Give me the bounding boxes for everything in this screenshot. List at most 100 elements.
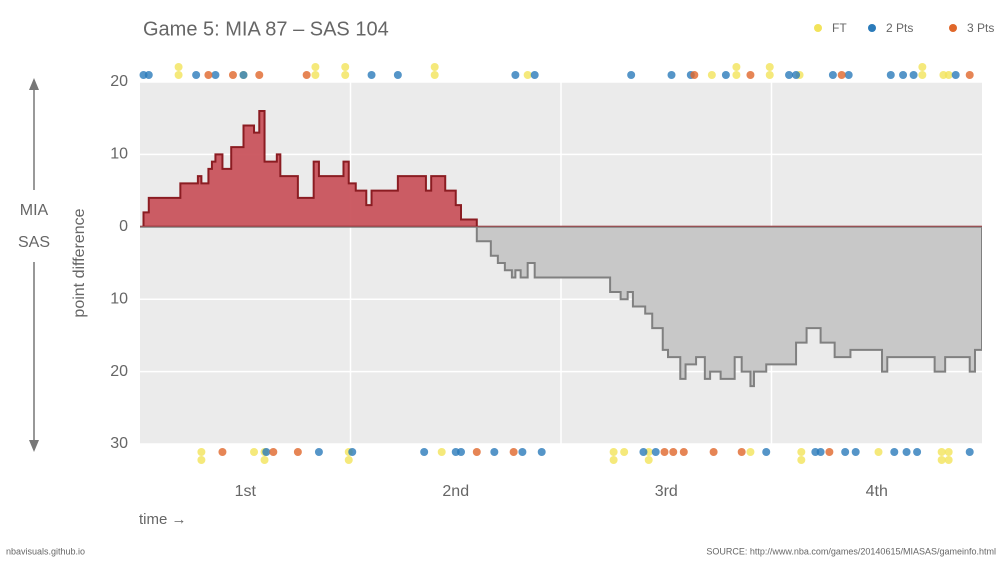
scoring-dot <box>302 71 311 79</box>
scoring-dot <box>260 456 269 464</box>
scoring-dot <box>509 448 518 456</box>
scoring-dot <box>732 71 741 79</box>
scoring-dot <box>341 71 350 79</box>
scoring-dot <box>144 71 153 79</box>
scoring-dot <box>965 448 974 456</box>
x-tick-label: 2nd <box>442 483 469 500</box>
scoring-dot <box>311 63 320 71</box>
scoring-dot <box>262 448 271 456</box>
scoring-dot <box>909 71 918 79</box>
scoring-dot <box>457 448 466 456</box>
scoring-dot <box>639 448 648 456</box>
scoring-dot <box>785 71 794 79</box>
scoring-dot <box>690 71 699 79</box>
scoring-dot <box>797 448 806 456</box>
y-tick-label: 30 <box>110 435 128 452</box>
scoring-dot <box>937 448 946 456</box>
scoring-dot <box>430 71 439 79</box>
scoring-dot <box>530 71 539 79</box>
scoring-dot <box>765 71 774 79</box>
scoring-dot <box>944 448 953 456</box>
scoring-dot <box>765 63 774 71</box>
scoring-dot <box>669 448 678 456</box>
scoring-dot <box>844 71 853 79</box>
scoring-dot <box>228 71 237 79</box>
scoring-dot <box>255 71 264 79</box>
legend: FT 2 Pts 3 Pts <box>814 21 994 35</box>
scoring-dot <box>851 448 860 456</box>
y-tick-label: 20 <box>110 363 128 380</box>
scoring-dot <box>709 448 718 456</box>
scoring-dot <box>204 71 213 79</box>
scoring-dot <box>874 448 883 456</box>
arrow-head <box>29 440 39 452</box>
scoring-dot <box>537 448 546 456</box>
scoring-dot <box>816 448 825 456</box>
y-axis-label: point difference <box>71 208 88 317</box>
scoring-dot <box>899 71 908 79</box>
scoring-dot <box>197 448 206 456</box>
scoring-dot <box>250 448 259 456</box>
scoring-dot <box>197 456 206 464</box>
y-tick-label: 0 <box>119 218 128 235</box>
scoring-dot <box>721 71 730 79</box>
y-tick-label: 10 <box>110 290 128 307</box>
scoring-dot <box>420 448 429 456</box>
scoring-dot <box>797 456 806 464</box>
scoring-dot <box>732 63 741 71</box>
scoring-dot <box>660 448 669 456</box>
chart-title: Game 5: MIA 87 – SAS 104 <box>143 18 389 40</box>
scoring-dot <box>644 456 653 464</box>
x-tick-label: 4th <box>866 483 888 500</box>
x-tick-label: 3rd <box>655 483 678 500</box>
footer: nbavisuals.github.io <box>6 546 85 556</box>
scoring-dot <box>293 448 302 456</box>
scoring-dot <box>348 448 357 456</box>
y-tick-label: 10 <box>110 146 128 163</box>
scoring-dot <box>511 71 520 79</box>
scoring-dot <box>192 71 201 79</box>
scoring-dot <box>609 456 618 464</box>
scoring-dot <box>746 448 755 456</box>
negative-area <box>140 226 982 388</box>
scoring-dot <box>609 448 618 456</box>
scoring-dot <box>218 448 227 456</box>
scoring-dot <box>341 63 350 71</box>
scoring-dot <box>886 71 895 79</box>
scoring-dot <box>965 71 974 79</box>
scoring-dot <box>918 63 927 71</box>
scoring-dot <box>937 456 946 464</box>
scoring-dot <box>902 448 911 456</box>
scoring-dot <box>792 71 801 79</box>
x-tick-label: 1st <box>235 483 257 500</box>
areas <box>140 109 982 388</box>
positive-area <box>140 109 982 227</box>
scoring-dot <box>523 71 532 79</box>
legend-label: 3 Pts <box>967 21 994 35</box>
scoring-dot <box>746 71 755 79</box>
scoring-dot <box>762 448 771 456</box>
scoring-dot <box>841 448 850 456</box>
scoring-dot <box>430 63 439 71</box>
scoring-dot <box>311 71 320 79</box>
scoring-dot <box>314 448 323 456</box>
scoring-dot <box>651 448 660 456</box>
scoring-dot <box>667 71 676 79</box>
scoring-dot <box>490 448 499 456</box>
legend-swatch <box>949 24 957 32</box>
source: SOURCE: http://www.nba.com/games/2014061… <box>706 546 996 556</box>
scoring-dot <box>825 448 834 456</box>
y-tick-label: 20 <box>110 73 128 90</box>
scoring-dot <box>828 71 837 79</box>
legend-label: 2 Pts <box>886 21 913 35</box>
legend-swatch <box>868 24 876 32</box>
team-top: MIA <box>20 202 49 219</box>
arrow-head <box>29 78 39 90</box>
scoring-dots <box>139 63 974 464</box>
legend-label: FT <box>832 21 847 35</box>
scoring-dot <box>174 71 183 79</box>
scoring-dot <box>707 71 716 79</box>
scoring-dot <box>737 448 746 456</box>
